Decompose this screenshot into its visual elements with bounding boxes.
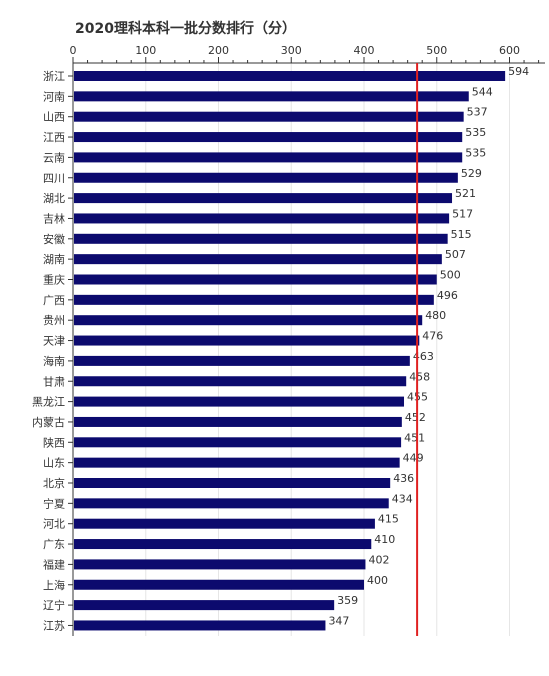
bar — [74, 498, 389, 509]
value-label: 476 — [422, 330, 443, 343]
value-label: 480 — [425, 309, 446, 322]
value-label: 415 — [378, 513, 399, 526]
bar — [74, 579, 364, 590]
bar — [74, 233, 448, 244]
value-label: 359 — [337, 594, 358, 607]
x-tick-label: 500 — [426, 44, 447, 57]
bar — [74, 213, 450, 224]
category-label: 贵州 — [43, 314, 65, 327]
category-label: 广西 — [43, 294, 65, 307]
category-label: 湖北 — [43, 192, 65, 205]
chart-title: 2020理科本科一批分数排行（分） — [75, 21, 296, 37]
value-label: 400 — [367, 574, 388, 587]
bar — [74, 539, 372, 550]
bar — [74, 600, 335, 611]
bar — [74, 254, 442, 265]
category-label: 湖南 — [43, 253, 65, 266]
x-tick-label: 400 — [354, 44, 375, 57]
value-label: 463 — [413, 350, 434, 363]
x-tick-label: 0 — [70, 44, 77, 57]
value-label: 458 — [409, 370, 430, 383]
category-label: 海南 — [43, 354, 65, 368]
value-label: 535 — [465, 146, 486, 159]
bar — [74, 274, 437, 285]
value-label: 537 — [467, 106, 488, 119]
value-label: 535 — [465, 126, 486, 139]
bar — [74, 437, 402, 448]
bar — [74, 71, 506, 81]
x-tick-label: 300 — [281, 44, 302, 57]
bar — [74, 559, 366, 570]
category-label: 内蒙古 — [32, 415, 65, 429]
category-label: 江西 — [43, 131, 65, 144]
value-label: 507 — [445, 248, 466, 261]
category-label: 黑龙江 — [32, 396, 65, 409]
category-label: 北京 — [43, 476, 65, 490]
value-label: 449 — [403, 452, 424, 465]
category-label: 上海 — [43, 578, 65, 592]
bar — [74, 335, 420, 346]
bar — [74, 620, 326, 631]
bar — [74, 294, 434, 305]
value-label: 436 — [393, 472, 414, 485]
bar — [74, 132, 463, 143]
category-label: 河北 — [43, 518, 65, 531]
category-label: 浙江 — [43, 70, 65, 83]
value-label: 521 — [455, 187, 476, 200]
value-label: 434 — [392, 492, 413, 505]
category-label: 河南 — [43, 90, 65, 103]
value-label: 452 — [405, 411, 426, 424]
category-label: 安徽 — [43, 232, 65, 246]
bar — [74, 152, 463, 163]
value-label: 402 — [368, 553, 389, 566]
value-label: 594 — [508, 65, 529, 78]
value-label: 451 — [404, 431, 425, 444]
bar — [74, 355, 410, 366]
category-label: 重庆 — [43, 273, 65, 287]
category-label: 山西 — [43, 111, 65, 124]
value-label: 515 — [451, 228, 472, 241]
bar — [74, 172, 458, 183]
category-label: 吉林 — [43, 211, 65, 225]
category-label: 云南 — [43, 151, 65, 164]
value-label: 347 — [328, 614, 349, 627]
value-label: 517 — [452, 207, 473, 220]
category-label: 山东 — [43, 457, 65, 470]
x-tick-label: 200 — [208, 44, 229, 57]
bar — [74, 91, 469, 102]
value-label: 410 — [374, 533, 395, 546]
bar — [74, 518, 375, 529]
value-label: 529 — [461, 167, 482, 180]
x-tick-label: 600 — [499, 44, 520, 57]
bar — [74, 111, 464, 122]
bar — [74, 396, 405, 407]
category-label: 陕西 — [43, 435, 65, 449]
category-label: 宁夏 — [43, 496, 65, 510]
category-label: 天津 — [43, 335, 65, 348]
bar — [74, 193, 453, 204]
bar — [74, 315, 423, 326]
bar — [74, 416, 402, 427]
value-label: 544 — [472, 85, 493, 98]
bar — [74, 376, 407, 387]
category-label: 江苏 — [43, 619, 65, 632]
category-label: 甘肃 — [43, 375, 65, 388]
category-label: 福建 — [43, 557, 65, 571]
category-label: 四川 — [43, 172, 65, 185]
value-label: 500 — [440, 269, 461, 282]
bar — [74, 457, 400, 468]
category-label: 广东 — [43, 538, 65, 551]
x-tick-label: 100 — [135, 44, 156, 57]
bar — [74, 478, 391, 488]
value-label: 496 — [437, 289, 458, 302]
category-label: 辽宁 — [43, 598, 65, 612]
